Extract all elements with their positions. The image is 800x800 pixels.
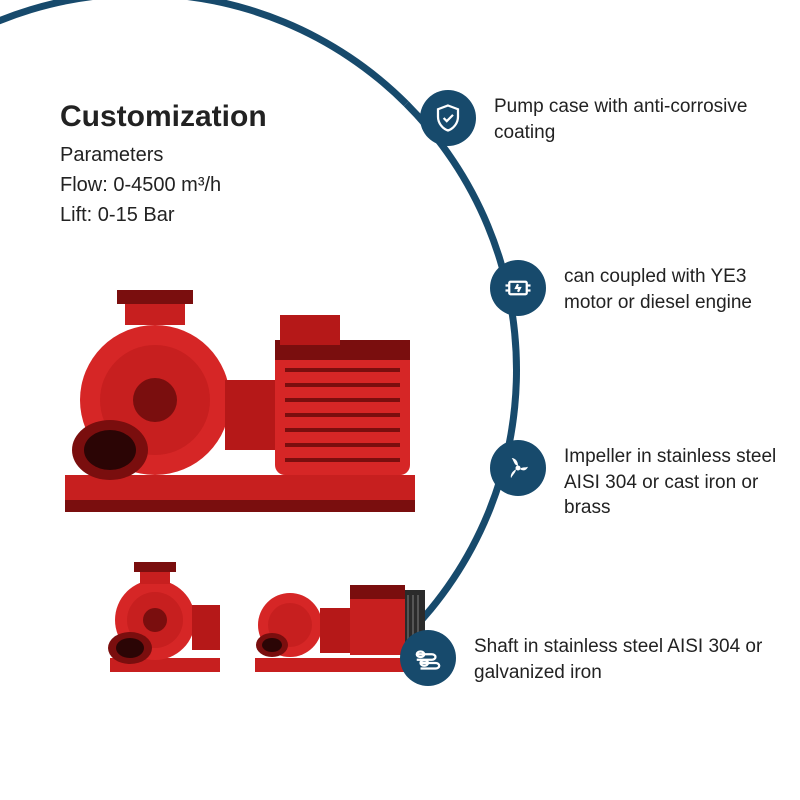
feature-text: can coupled with YE3 motor or diesel eng… [564,260,800,315]
motor-icon [490,260,546,316]
pump-image-main [55,260,435,520]
shaft-icon [400,630,456,686]
param-lift: Lift: 0-15 Bar [60,200,267,230]
feature-motor: can coupled with YE3 motor or diesel eng… [490,260,800,316]
feature-text: Pump case with anti-corrosive coating [494,90,774,145]
feature-text: Impeller in stainless steel AISI 304 or … [564,440,800,521]
feature-impeller: Impeller in stainless steel AISI 304 or … [490,440,800,521]
param-flow: Flow: 0-4500 m³/h [60,170,267,200]
feature-anticorrosive: Pump case with anti-corrosive coating [420,90,774,146]
feature-shaft: Shaft in stainless steel AISI 304 or gal… [400,630,800,686]
impeller-icon [490,440,546,496]
page-title: Customization [60,100,267,134]
header-block: Customization Parameters Flow: 0-4500 m³… [60,100,267,230]
infographic-canvas: Customization Parameters Flow: 0-4500 m³… [0,0,800,800]
shield-icon [420,90,476,146]
feature-text: Shaft in stainless steel AISI 304 or gal… [474,630,800,685]
pump-image-small-1 [100,560,230,680]
param-label: Parameters [60,140,267,170]
